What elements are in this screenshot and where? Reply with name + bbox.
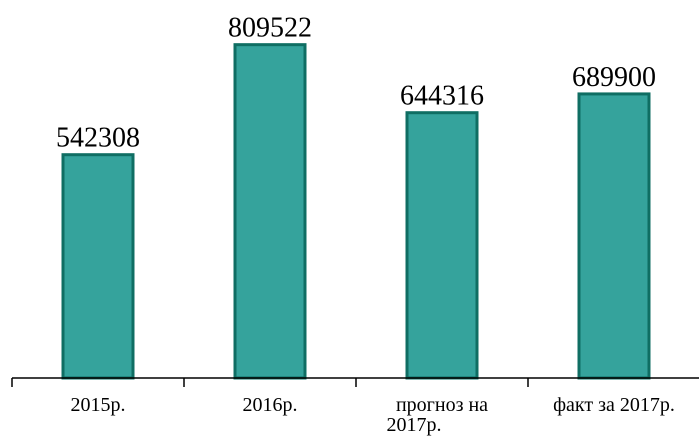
data-label: 542308 (56, 123, 140, 154)
bar (577, 92, 651, 380)
x-tick-label: прогноз на 2017р. (387, 394, 489, 436)
x-tick-label: факт за 2017р. (553, 394, 675, 416)
bar (405, 111, 479, 380)
x-axis-tick-labels: 2015р. 2016р. прогноз на 2017р. факт за 2017… (71, 394, 675, 436)
bar (233, 43, 307, 380)
data-label: 644316 (400, 81, 484, 112)
data-label: 809522 (228, 13, 312, 44)
data-label: 689900 (572, 62, 656, 93)
x-axis-ticks (11, 378, 529, 387)
bar (61, 153, 135, 380)
bars-group (61, 43, 651, 380)
x-tick-label: 2015р. (71, 394, 126, 416)
data-labels-group: 542308 809522 644316 689900 (56, 13, 656, 154)
x-tick-label: 2016р. (243, 394, 298, 416)
